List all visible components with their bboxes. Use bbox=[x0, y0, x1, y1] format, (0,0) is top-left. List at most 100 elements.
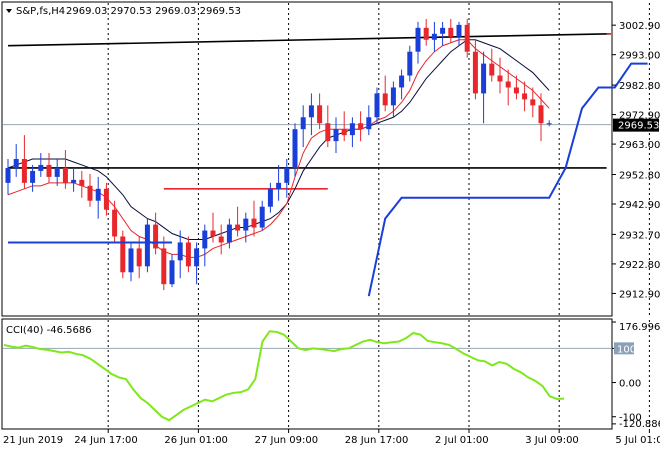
cci-frame bbox=[1, 318, 613, 430]
price-tick-label: 2963.00 bbox=[619, 140, 660, 151]
price-axis: 3002.90 2993.00 2982.80 2972.90 2963.00 2952.… bbox=[612, 21, 660, 300]
candle-bull bbox=[456, 24, 462, 37]
candle-bear bbox=[505, 81, 511, 88]
candle-bull bbox=[267, 188, 273, 207]
candle-bear bbox=[136, 248, 142, 267]
cci-tick-label: 176.9966 bbox=[619, 322, 660, 333]
candle-bear bbox=[530, 99, 536, 106]
cci-tick-label: 0.00 bbox=[619, 379, 641, 390]
candle-bull bbox=[194, 248, 200, 267]
candle-bear bbox=[522, 93, 528, 100]
price-tick-label: 2982.80 bbox=[619, 81, 660, 92]
candle-bear bbox=[87, 185, 93, 201]
vertical-grid bbox=[107, 3, 650, 428]
candle-bull bbox=[407, 51, 413, 76]
candle-bull bbox=[144, 224, 150, 267]
symbol-label: S&P,fs,H4 bbox=[16, 6, 65, 17]
candle-bear bbox=[423, 27, 429, 40]
candle-bear bbox=[341, 129, 347, 136]
moving-averages bbox=[7, 39, 550, 258]
candle-bull bbox=[13, 159, 19, 168]
candle-bear bbox=[464, 24, 470, 52]
time-tick-label: 5 Jul 01:00 bbox=[615, 435, 660, 446]
candle-bull bbox=[431, 33, 437, 40]
supertrend-line bbox=[8, 62, 648, 297]
candle-bear bbox=[317, 105, 323, 124]
candle-bull bbox=[546, 123, 552, 125]
ohlc-values: 2969.03 2970.53 2969.03 2969.53 bbox=[66, 6, 241, 17]
symbol-header: S&P,fs,H4 2969.03 2970.53 2969.03 2969.5… bbox=[6, 6, 241, 17]
candle-bear bbox=[153, 224, 159, 249]
price-tick-label: 2932.70 bbox=[619, 230, 660, 241]
current-price-label: 2969.53 bbox=[618, 121, 659, 132]
time-tick-label: 27 Jun 09:00 bbox=[255, 435, 319, 446]
candle-bull bbox=[54, 167, 60, 177]
candle-bull bbox=[300, 117, 306, 130]
candle-bull bbox=[226, 224, 232, 243]
candle-bull bbox=[308, 105, 314, 118]
cci-header: CCI(40) -46.5686 bbox=[6, 325, 92, 336]
cci-tick-label: -100 bbox=[619, 413, 642, 424]
candle-bear bbox=[497, 75, 503, 82]
main-chart-frame bbox=[1, 1, 613, 317]
candle-bull bbox=[366, 117, 372, 130]
candle-bull bbox=[169, 260, 175, 285]
time-tick-label: 26 Jun 01:00 bbox=[164, 435, 228, 446]
candle-bull bbox=[292, 129, 298, 168]
candle-bear bbox=[472, 51, 478, 94]
candles bbox=[5, 18, 552, 291]
candle-bear bbox=[251, 218, 257, 228]
cci-tick-label: -120.886 bbox=[619, 419, 660, 430]
candle-bull bbox=[71, 179, 77, 183]
candle-bear bbox=[210, 230, 216, 237]
candle-bear bbox=[325, 123, 331, 142]
candle-bull bbox=[349, 123, 355, 136]
candle-bear bbox=[62, 167, 68, 183]
candle-bear bbox=[103, 188, 109, 210]
price-tick-label: 2972.90 bbox=[619, 111, 660, 122]
candle-bull bbox=[399, 75, 405, 88]
candle-bull bbox=[243, 218, 249, 231]
ma-fast-line bbox=[7, 39, 550, 258]
candle-bull bbox=[259, 206, 265, 228]
candle-bear bbox=[79, 179, 85, 186]
candle-bear bbox=[513, 87, 519, 94]
candle-bear bbox=[538, 105, 544, 124]
cci-tick-label: 100 bbox=[617, 344, 636, 355]
collapse-triangle-icon[interactable] bbox=[6, 9, 12, 13]
candle-bear bbox=[235, 224, 241, 231]
candle-bull bbox=[38, 164, 44, 171]
candle-bull bbox=[276, 182, 282, 189]
cci-line bbox=[3, 330, 611, 422]
price-tick-label: 2922.80 bbox=[619, 260, 660, 271]
cci-series bbox=[3, 330, 565, 422]
time-tick-label: 2 Jul 01:00 bbox=[435, 435, 489, 446]
candle-bull bbox=[30, 170, 36, 183]
cci-100-badge bbox=[614, 342, 634, 355]
candle-bear bbox=[358, 123, 364, 130]
candle-bear bbox=[489, 63, 495, 76]
candle-bull bbox=[390, 87, 396, 106]
time-tick-label: 28 Jun 17:00 bbox=[345, 435, 409, 446]
time-tick-label: 24 Jun 17:00 bbox=[74, 435, 138, 446]
candle-bull bbox=[5, 167, 11, 183]
candle-bear bbox=[185, 242, 191, 267]
time-axis: 21 Jun 2019 24 Jun 17:00 26 Jun 01:00 27 Ju… bbox=[3, 429, 660, 446]
candle-bear bbox=[46, 164, 52, 177]
ma-slow-line bbox=[7, 39, 550, 240]
candle-bear bbox=[382, 93, 388, 106]
level-lines bbox=[3, 33, 612, 190]
candle-bear bbox=[448, 27, 454, 37]
time-tick-label: 21 Jun 2019 bbox=[3, 435, 63, 446]
upper-trendline bbox=[7, 33, 612, 47]
candle-bull bbox=[481, 63, 487, 94]
candle-bear bbox=[21, 159, 27, 183]
candle-bull bbox=[374, 93, 380, 118]
candle-bull bbox=[440, 27, 446, 34]
price-tick-label: 3002.90 bbox=[619, 21, 660, 32]
time-tick-label: 3 Jul 09:00 bbox=[525, 435, 579, 446]
candle-bull bbox=[128, 248, 134, 273]
current-price-tag: 2969.53 bbox=[613, 118, 659, 132]
price-tick-label: 2952.80 bbox=[619, 171, 660, 182]
